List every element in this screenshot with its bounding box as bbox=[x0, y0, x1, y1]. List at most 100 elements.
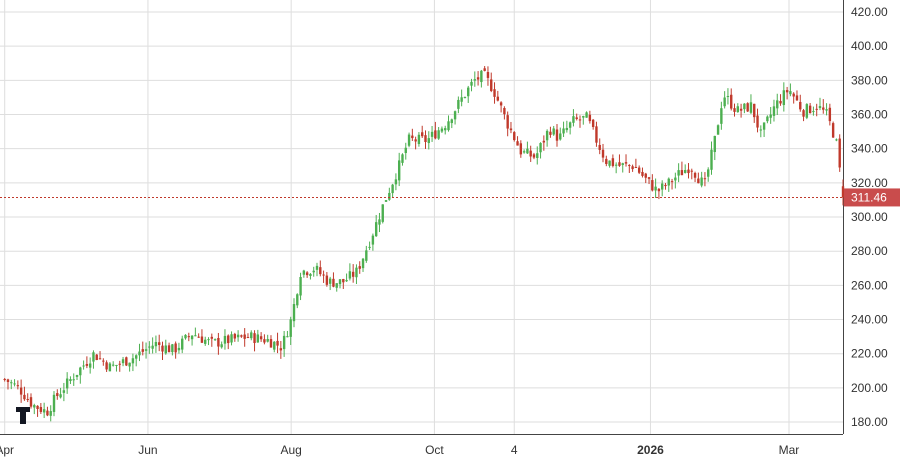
candle-body bbox=[230, 334, 233, 343]
y-tick-label: 340.00 bbox=[851, 142, 888, 156]
candle-body bbox=[710, 149, 713, 170]
candle-body bbox=[164, 345, 167, 354]
candle-body bbox=[739, 108, 743, 111]
y-tick-label: 260.00 bbox=[851, 278, 888, 292]
candle-body bbox=[236, 334, 240, 338]
candle-body bbox=[499, 102, 503, 106]
candle-body bbox=[841, 186, 845, 198]
candle-body bbox=[496, 96, 500, 101]
candle-body bbox=[102, 360, 105, 362]
candle-body bbox=[808, 105, 812, 114]
candle-body bbox=[302, 270, 306, 275]
candle-body bbox=[440, 128, 444, 132]
candle-body bbox=[424, 135, 427, 142]
candle-body bbox=[476, 77, 480, 80]
candle-body bbox=[730, 94, 733, 109]
candle-body bbox=[634, 167, 638, 169]
x-tick-label: Jun bbox=[138, 443, 157, 457]
tradingview-logo[interactable] bbox=[16, 407, 30, 424]
candle-body bbox=[414, 139, 417, 142]
candle-body bbox=[559, 133, 562, 140]
candle-body bbox=[838, 138, 841, 168]
candle-body bbox=[815, 108, 818, 110]
candle-body bbox=[161, 345, 164, 352]
candle-body bbox=[391, 184, 394, 194]
candle-body bbox=[98, 358, 102, 360]
candle-body bbox=[88, 363, 92, 368]
candle-body bbox=[674, 177, 677, 181]
candle-body bbox=[536, 153, 539, 158]
candles bbox=[3, 66, 845, 422]
candle-body bbox=[250, 332, 253, 339]
candle-body bbox=[151, 345, 154, 349]
candle-body bbox=[276, 340, 279, 346]
candle-body bbox=[532, 154, 536, 158]
candle-body bbox=[46, 410, 49, 416]
candle-body bbox=[246, 336, 250, 338]
candle-body bbox=[187, 336, 190, 338]
candle-body bbox=[138, 351, 141, 356]
candle-body bbox=[585, 112, 588, 118]
candle-body bbox=[115, 364, 118, 366]
candle-body bbox=[33, 405, 36, 408]
candle-body bbox=[299, 276, 302, 296]
candle-body bbox=[772, 106, 776, 116]
y-axis-labels: 180.00 200.00 220.00 240.00 260.00 280.00 300.… bbox=[851, 5, 888, 429]
candle-body bbox=[562, 128, 565, 134]
candle-body bbox=[411, 135, 414, 139]
candle-body bbox=[181, 338, 184, 350]
candle-body bbox=[647, 177, 651, 179]
candle-body bbox=[601, 149, 605, 158]
candle-body bbox=[825, 109, 828, 111]
candle-body bbox=[134, 355, 138, 359]
candle-body bbox=[273, 341, 276, 350]
candle-body bbox=[743, 103, 746, 110]
candle-body bbox=[190, 335, 194, 340]
candle-body bbox=[697, 178, 700, 184]
candle-body bbox=[700, 177, 703, 186]
candle-body bbox=[595, 126, 598, 143]
candle-body bbox=[782, 90, 786, 106]
candle-body bbox=[279, 348, 283, 351]
candle-body bbox=[233, 333, 237, 339]
candle-body bbox=[56, 393, 59, 397]
candle-body bbox=[598, 144, 601, 150]
y-tick-label: 360.00 bbox=[851, 108, 888, 122]
candle-body bbox=[243, 334, 246, 339]
candle-body bbox=[637, 167, 641, 173]
candle-body bbox=[614, 164, 618, 166]
y-tick-label: 220.00 bbox=[851, 347, 888, 361]
candle-body bbox=[805, 104, 809, 118]
x-tick-label: 4 bbox=[511, 443, 518, 457]
y-tick-label: 380.00 bbox=[851, 73, 888, 87]
candle-body bbox=[427, 138, 430, 144]
candle-body bbox=[572, 116, 575, 123]
candle-body bbox=[62, 390, 66, 393]
candle-body bbox=[483, 68, 486, 71]
candle-body bbox=[703, 178, 707, 180]
candle-body bbox=[444, 128, 447, 131]
candle-body bbox=[417, 134, 421, 145]
candle-body bbox=[651, 180, 654, 191]
candle-body bbox=[644, 173, 647, 178]
candle-body bbox=[111, 364, 115, 366]
candle-body bbox=[539, 143, 542, 153]
candle-body bbox=[79, 367, 82, 376]
candle-body bbox=[450, 119, 453, 124]
candle-body bbox=[736, 106, 740, 113]
candle-body bbox=[588, 114, 592, 122]
candle-body bbox=[315, 265, 319, 270]
candle-body bbox=[447, 121, 450, 131]
candle-body bbox=[342, 279, 345, 283]
candle-body bbox=[378, 219, 381, 225]
candle-body bbox=[259, 336, 263, 340]
candle-body bbox=[345, 280, 348, 282]
x-tick-label: Apr bbox=[0, 443, 14, 457]
candle-body bbox=[664, 184, 667, 187]
candle-body bbox=[338, 279, 342, 285]
candle-body bbox=[36, 405, 39, 410]
candle-body bbox=[335, 283, 338, 288]
candle-body bbox=[549, 131, 552, 135]
candle-body bbox=[631, 166, 634, 170]
